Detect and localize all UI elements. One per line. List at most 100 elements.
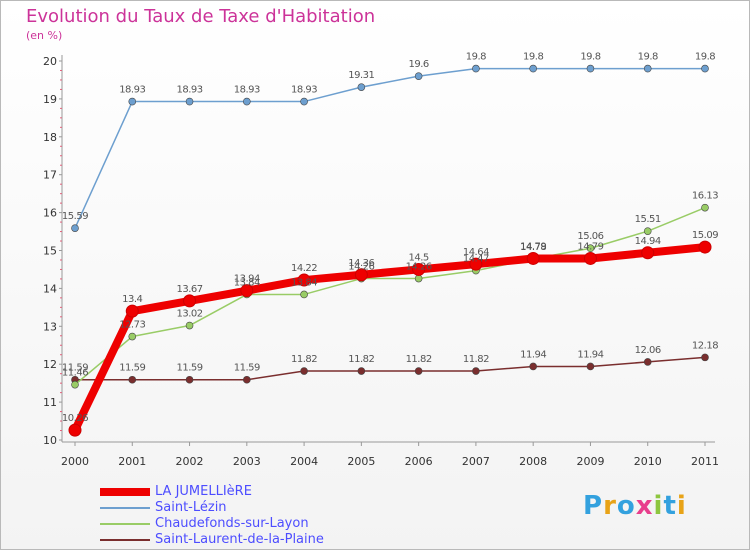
- data-point: [586, 362, 595, 371]
- unit-label: (en %): [26, 29, 63, 42]
- data-label: 11.59: [234, 363, 260, 374]
- logo-letter: i: [653, 491, 664, 521]
- data-point: [297, 273, 311, 287]
- data-label: 19.6: [409, 59, 429, 70]
- data-point: [586, 244, 595, 253]
- logo-letter: x: [635, 491, 654, 521]
- data-label: 18.93: [176, 85, 202, 96]
- data-label: 15.09: [692, 230, 718, 241]
- x-tick-label: 2006: [405, 455, 433, 468]
- y-tick-label: 13: [43, 320, 57, 333]
- data-label: 18.93: [234, 85, 260, 96]
- logo-letter: P: [583, 491, 604, 521]
- x-tick-label: 2009: [576, 455, 604, 468]
- y-tick-label: 16: [43, 207, 57, 220]
- data-point: [526, 251, 540, 265]
- series-line: [71, 243, 709, 435]
- data-label: 18.93: [119, 85, 145, 96]
- data-label: 11.82: [406, 354, 432, 365]
- data-point: [300, 97, 308, 106]
- data-label: 11.59: [119, 363, 145, 374]
- legend-label: LA JUMELLIèRE: [155, 484, 252, 499]
- data-point: [472, 367, 480, 375]
- x-tick-label: 2007: [462, 455, 490, 468]
- data-label: 13.84: [234, 277, 260, 288]
- x-tick-label: 2011: [691, 455, 719, 468]
- data-point: [128, 97, 137, 106]
- data-point: [412, 262, 426, 276]
- logo-letter: o: [616, 491, 636, 521]
- data-point: [183, 294, 197, 308]
- y-tick-label: 17: [43, 169, 57, 182]
- data-label: 12.18: [692, 340, 718, 351]
- data-label: 14.79: [577, 241, 603, 252]
- data-point: [185, 97, 194, 106]
- data-label: 14.26: [406, 262, 432, 273]
- data-label: 11.94: [520, 349, 546, 360]
- data-point: [701, 64, 709, 73]
- data-label: 15.51: [635, 214, 661, 225]
- x-tick-label: 2003: [233, 455, 261, 468]
- y-tick-label: 20: [43, 55, 57, 68]
- data-point: [643, 227, 652, 235]
- data-label: 14.94: [635, 236, 661, 247]
- data-point: [472, 64, 480, 73]
- y-tick-label: 11: [43, 396, 57, 409]
- data-point: [469, 257, 483, 271]
- y-tick-label: 18: [43, 131, 57, 144]
- data-label: 11.82: [291, 354, 317, 365]
- y-tick-label: 15: [43, 245, 57, 258]
- data-label: 19.8: [580, 52, 600, 63]
- data-label: 13.02: [176, 309, 202, 320]
- data-label: 14.64: [463, 247, 489, 258]
- legend-swatch: [100, 488, 150, 496]
- data-point: [185, 321, 194, 330]
- x-tick-label: 2001: [118, 455, 146, 468]
- data-label: 14.36: [348, 258, 374, 269]
- data-point: [300, 367, 308, 375]
- data-label: 19.31: [348, 70, 374, 81]
- data-point: [698, 240, 712, 254]
- data-label: 12.73: [119, 320, 145, 331]
- x-tick-label: 2005: [347, 455, 375, 468]
- data-label: 11.59: [62, 363, 88, 374]
- data-point: [414, 367, 423, 375]
- data-label: 19.8: [695, 52, 715, 63]
- y-tick-label: 12: [43, 358, 57, 371]
- data-point: [128, 375, 137, 384]
- legend-label: Saint-Lézin: [155, 500, 227, 515]
- data-point: [125, 304, 139, 318]
- logo-letter: i: [676, 491, 687, 521]
- data-label: 16.13: [692, 191, 718, 202]
- data-point: [357, 83, 366, 91]
- y-tick-label: 19: [43, 93, 57, 106]
- data-label: 10.26: [62, 413, 88, 424]
- proxiti-logo: Proxiti: [583, 491, 687, 521]
- data-label: 12.06: [635, 345, 661, 356]
- data-point: [240, 284, 254, 298]
- data-point: [243, 375, 251, 384]
- series-line: [74, 356, 706, 381]
- data-label: 11.94: [577, 349, 603, 360]
- legend-label: Chaudefonds-sur-Layon: [155, 516, 309, 531]
- x-tick-label: 2004: [290, 455, 318, 468]
- legend-label: Saint-Laurent-de-la-Plaine: [155, 532, 324, 547]
- x-tick-label: 2002: [176, 455, 204, 468]
- data-point: [586, 64, 595, 73]
- data-point: [643, 64, 652, 73]
- data-label: 11.46: [62, 368, 88, 379]
- data-point: [701, 203, 709, 212]
- x-tick-label: 2000: [61, 455, 89, 468]
- y-tick-label: 14: [43, 282, 57, 295]
- data-point: [643, 358, 652, 366]
- data-label: 14.78: [520, 242, 546, 253]
- x-tick-label: 2010: [634, 455, 662, 468]
- series-line: [74, 67, 706, 229]
- series-line: [74, 206, 706, 386]
- y-tick-label: 10: [43, 434, 57, 447]
- data-point: [354, 268, 368, 282]
- data-label: 14.79: [520, 241, 546, 252]
- data-label: 13.84: [291, 277, 317, 288]
- data-label: 13.94: [234, 274, 260, 285]
